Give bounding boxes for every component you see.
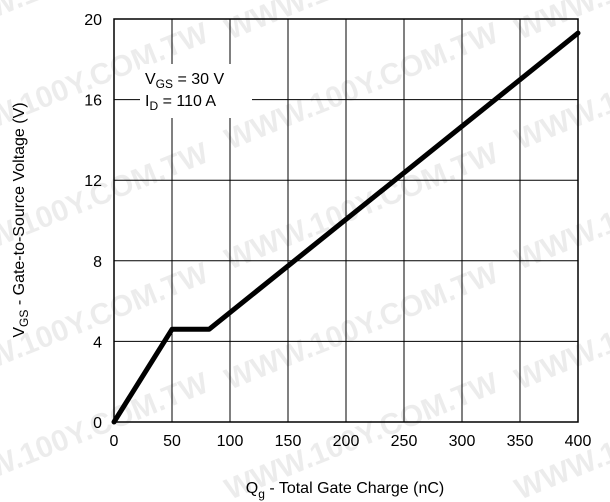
x-tick-label: 50 <box>163 433 181 450</box>
series-line <box>111 30 581 425</box>
watermark-text: WWW.100Y.COM.TW <box>510 136 610 276</box>
watermark-text: WWW.100Y.COM.TW <box>220 16 503 156</box>
y-tick-label: 16 <box>84 93 102 110</box>
annotation-box <box>140 64 252 118</box>
watermark-text: WWW.100Y.COM.TW <box>510 256 610 396</box>
watermark-text: WWW.100Y.COM.TW <box>510 0 610 46</box>
y-tick-label: 4 <box>93 334 102 351</box>
x-tick-label: 250 <box>391 433 418 450</box>
x-tick-label: 200 <box>333 433 360 450</box>
y-tick-label: 20 <box>84 12 102 29</box>
x-tick-label: 150 <box>275 433 302 450</box>
x-tick-label: 0 <box>110 433 119 450</box>
x-tick-label: 300 <box>449 433 476 450</box>
x-tick-label: 100 <box>217 433 244 450</box>
tick-labels: 0 50 100 150 200 250 300 350 400 0 4 8 12 16 20 <box>84 12 591 450</box>
watermark-text: WWW.100Y.COM.TW <box>0 366 214 502</box>
x-axis-label: Qg - Total Gate Charge (nC) <box>246 480 444 501</box>
annotation-id: ID = 110 A <box>145 93 216 113</box>
watermark-text: WWW.100Y.COM.TW <box>0 136 214 276</box>
y-tick-label: 8 <box>93 254 102 271</box>
y-tick-label: 0 <box>93 415 102 432</box>
y-tick-label: 12 <box>84 173 102 190</box>
x-tick-label: 350 <box>507 433 534 450</box>
x-tick-label: 400 <box>565 433 592 450</box>
plot-frame <box>113 18 579 423</box>
y-axis-label: VGS - Gate-to-Source Voltage (V) <box>11 102 31 337</box>
watermark-text: WWW.100Y.COM.TW <box>220 256 503 396</box>
annotation-vgs: VGS = 30 V <box>145 71 224 91</box>
